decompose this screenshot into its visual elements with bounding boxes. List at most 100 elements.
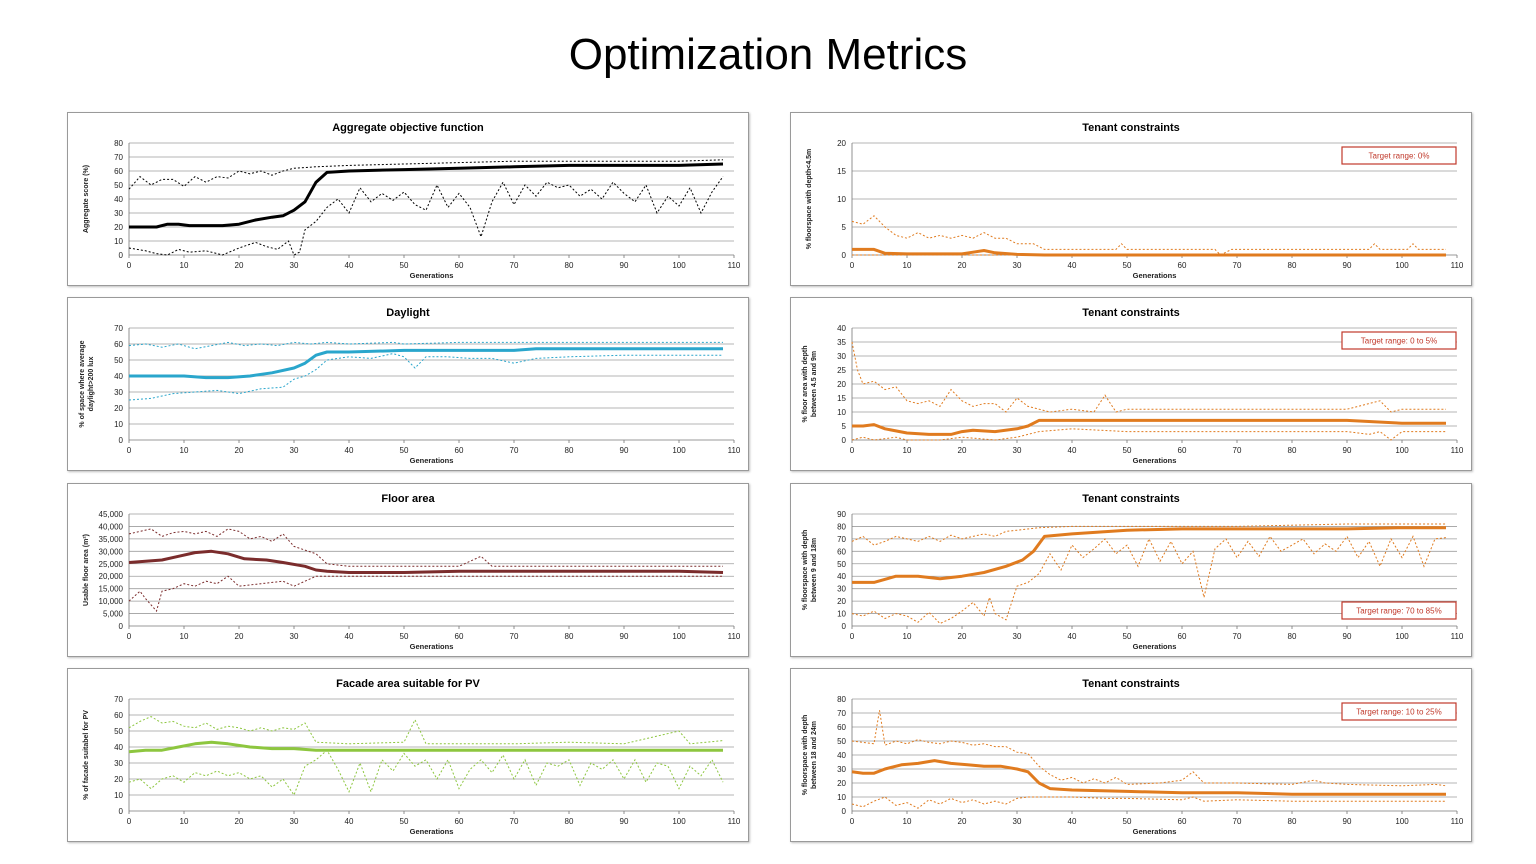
x-tick-label: 10 bbox=[903, 261, 912, 270]
chart-tenant-depth-9-18: Tenant constraints 0 10 20 30 40 50 60 70 80 90 0 10… bbox=[790, 483, 1472, 657]
y-tick-label: 30 bbox=[114, 759, 123, 768]
y-tick-label: 70 bbox=[114, 695, 123, 704]
x-tick-label: 30 bbox=[290, 261, 299, 270]
series-min-line bbox=[128, 353, 723, 401]
x-tick-label: 40 bbox=[345, 446, 354, 455]
y-tick-label: 10 bbox=[114, 237, 123, 246]
series-mean-line bbox=[851, 759, 1446, 796]
x-tick-label: 60 bbox=[455, 446, 464, 455]
chart-tenant-depth-lt-4-5: Tenant constraints 0 5 10 15 20 0 10 20 30 40 50 60 7… bbox=[790, 112, 1472, 286]
y-tick-label: 0 bbox=[119, 622, 124, 631]
y-tick-label: 60 bbox=[837, 547, 846, 556]
x-tick-label: 50 bbox=[1123, 632, 1132, 641]
target-range-box bbox=[1341, 702, 1457, 721]
target-range-label: Target range: 70 to 85% bbox=[1356, 607, 1441, 616]
chart-svg-floor-area: Floor area 0 5,000 10,000 15,000 20,000 25,000… bbox=[83, 493, 741, 651]
y-tick-label: 0 bbox=[842, 436, 847, 445]
series-min-line bbox=[851, 535, 1447, 625]
series-mean-line bbox=[128, 740, 723, 754]
x-axis-label: Generations bbox=[410, 827, 454, 836]
x-tick-label: 50 bbox=[1123, 446, 1132, 455]
x-tick-label: 80 bbox=[1288, 817, 1297, 826]
y-tick-label: 80 bbox=[114, 139, 123, 148]
y-tick-label: 10 bbox=[114, 420, 123, 429]
x-tick-label: 40 bbox=[1068, 446, 1077, 455]
x-tick-label: 40 bbox=[1068, 817, 1077, 826]
x-tick-label: 30 bbox=[1013, 817, 1022, 826]
x-tick-label: 60 bbox=[455, 261, 464, 270]
x-tick-label: 70 bbox=[510, 632, 519, 641]
target-range-box bbox=[1341, 331, 1457, 350]
series-mean-line bbox=[852, 526, 1446, 584]
chart-svg-aggregate: Aggregate objective function 0 10 20 30 40 50 6… bbox=[83, 122, 741, 280]
y-tick-label: 30 bbox=[114, 388, 123, 397]
x-tick-label: 10 bbox=[180, 817, 189, 826]
chart-facade-pv: Facade area suitable for PV 0 10 20 30 40 50 60… bbox=[67, 668, 749, 842]
y-tick-label: 10 bbox=[837, 195, 846, 204]
y-tick-label: 25,000 bbox=[99, 560, 124, 569]
x-tick-label: 90 bbox=[620, 261, 629, 270]
y-tick-label: 20 bbox=[114, 775, 123, 784]
y-tick-label: 40 bbox=[837, 751, 846, 760]
series-min-line bbox=[128, 575, 723, 613]
x-tick-label: 50 bbox=[1123, 261, 1132, 270]
series-max-line bbox=[128, 159, 724, 190]
target-range-box bbox=[1341, 601, 1457, 620]
series-mean-line bbox=[128, 549, 724, 574]
y-tick-label: 0 bbox=[119, 251, 124, 260]
y-tick-label: 10,000 bbox=[99, 597, 124, 606]
y-tick-label: 70 bbox=[837, 709, 846, 718]
y-tick-label: 35 bbox=[837, 338, 846, 347]
x-tick-label: 0 bbox=[127, 261, 132, 270]
x-tick-label: 90 bbox=[1343, 261, 1352, 270]
target-range-label: Target range: 10 to 25% bbox=[1356, 708, 1441, 717]
y-axis-label: % floor area with depth between 4.5 and 9… bbox=[802, 345, 818, 422]
y-tick-label: 60 bbox=[837, 723, 846, 732]
x-tick-label: 100 bbox=[672, 261, 686, 270]
y-tick-label: 80 bbox=[837, 695, 846, 704]
chart-svg-tenant-1: Tenant constraints 0 5 10 15 20 0 10 20 30 40 50 60 7… bbox=[806, 122, 1464, 280]
y-tick-label: 80 bbox=[837, 522, 846, 531]
chart-floor-area: Floor area 0 5,000 10,000 15,000 20,000 25,000… bbox=[67, 483, 749, 657]
target-range-label: Target range: 0 to 5% bbox=[1361, 337, 1438, 346]
y-tick-label: 45,000 bbox=[99, 510, 124, 519]
y-tick-label: 30 bbox=[114, 209, 123, 218]
y-tick-label: 20 bbox=[837, 597, 846, 606]
y-axis-label: % of space where average daylight>200 lux bbox=[79, 340, 95, 427]
y-axis-label: % floorspace with depth between 9 and 18m bbox=[802, 530, 818, 611]
x-tick-label: 0 bbox=[127, 817, 132, 826]
x-tick-label: 0 bbox=[850, 261, 855, 270]
x-tick-label: 110 bbox=[728, 817, 741, 826]
x-tick-label: 40 bbox=[345, 817, 354, 826]
x-tick-label: 10 bbox=[180, 446, 189, 455]
x-tick-label: 110 bbox=[728, 632, 741, 641]
y-tick-label: 40 bbox=[114, 372, 123, 381]
x-tick-label: 70 bbox=[1233, 261, 1242, 270]
series-mean-line bbox=[852, 247, 1446, 257]
x-tick-label: 30 bbox=[1013, 261, 1022, 270]
y-tick-label: 40 bbox=[837, 324, 846, 333]
x-axis-label: Generations bbox=[410, 456, 454, 465]
x-tick-label: 10 bbox=[180, 261, 189, 270]
x-tick-label: 70 bbox=[510, 261, 519, 270]
x-tick-label: 80 bbox=[565, 817, 574, 826]
y-tick-label: 70 bbox=[837, 535, 846, 544]
y-tick-label: 15 bbox=[837, 394, 846, 403]
y-tick-label: 50 bbox=[114, 727, 123, 736]
x-tick-label: 110 bbox=[1451, 817, 1464, 826]
series-mean-line bbox=[129, 162, 724, 229]
series-min-line bbox=[851, 428, 1446, 441]
x-tick-label: 20 bbox=[235, 261, 244, 270]
chart-title: Floor area bbox=[381, 493, 435, 505]
x-tick-label: 110 bbox=[728, 446, 741, 455]
series-min-line bbox=[128, 176, 724, 256]
x-tick-label: 0 bbox=[850, 817, 855, 826]
x-axis-label: Generations bbox=[1133, 642, 1177, 651]
x-tick-label: 60 bbox=[1178, 817, 1187, 826]
x-tick-label: 40 bbox=[1068, 261, 1077, 270]
x-tick-label: 50 bbox=[400, 817, 409, 826]
x-tick-label: 30 bbox=[290, 817, 299, 826]
series-max-line bbox=[128, 716, 724, 745]
x-tick-label: 0 bbox=[850, 632, 855, 641]
x-tick-label: 10 bbox=[903, 446, 912, 455]
